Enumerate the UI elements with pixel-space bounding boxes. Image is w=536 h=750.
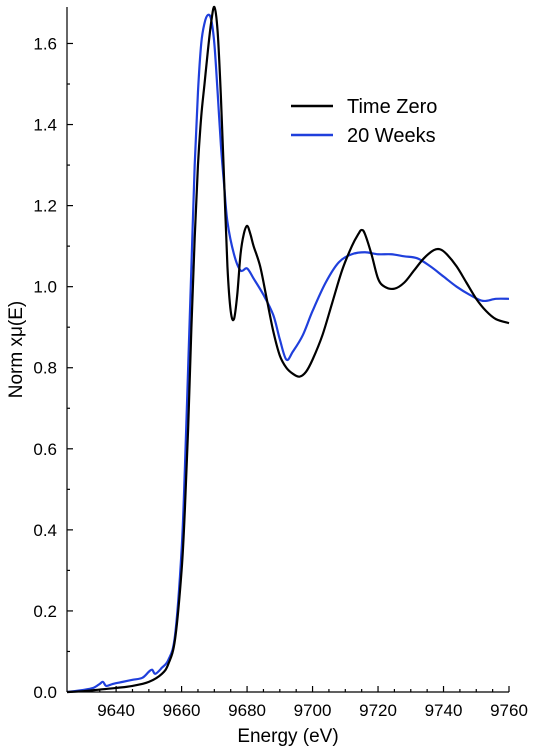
y-tick-label: 0.8	[33, 359, 57, 378]
legend-label-20-weeks: 20 Weeks	[347, 125, 436, 147]
x-tick-label: 9740	[425, 701, 463, 720]
y-tick-label: 1.0	[33, 278, 57, 297]
y-tick-label: 1.2	[33, 197, 57, 216]
x-tick-label: 9680	[228, 701, 266, 720]
legend: Time Zero 20 Weeks	[291, 96, 437, 147]
y-tick-label: 0.6	[33, 440, 57, 459]
x-axis-ticks: 9640 9660 9680 9700 9720 9740 9760	[82, 686, 528, 720]
legend-label-time-zero: Time Zero	[347, 96, 437, 118]
x-tick-label: 9700	[294, 701, 332, 720]
y-tick-label: 0.4	[33, 521, 57, 540]
x-tick-label: 9720	[359, 701, 397, 720]
y-tick-label: 0.0	[33, 683, 57, 702]
y-axis-ticks: 0.0 0.2 0.4 0.6 0.8 1.0 1.2 1.4 1.6	[33, 34, 73, 702]
y-tick-label: 0.2	[33, 602, 57, 621]
plot-series-group	[66, 5, 510, 694]
series-line-20-weeks	[66, 13, 510, 694]
x-tick-label: 9760	[490, 701, 528, 720]
y-tick-label: 1.4	[33, 116, 57, 135]
series-line-time-zero	[66, 5, 510, 694]
x-axis-title: Energy (eV)	[237, 726, 338, 747]
y-tick-label: 1.6	[33, 34, 57, 53]
x-tick-label: 9640	[97, 701, 135, 720]
x-tick-label: 9660	[163, 701, 201, 720]
y-axis-title: Norm xμ(E)	[6, 301, 27, 399]
